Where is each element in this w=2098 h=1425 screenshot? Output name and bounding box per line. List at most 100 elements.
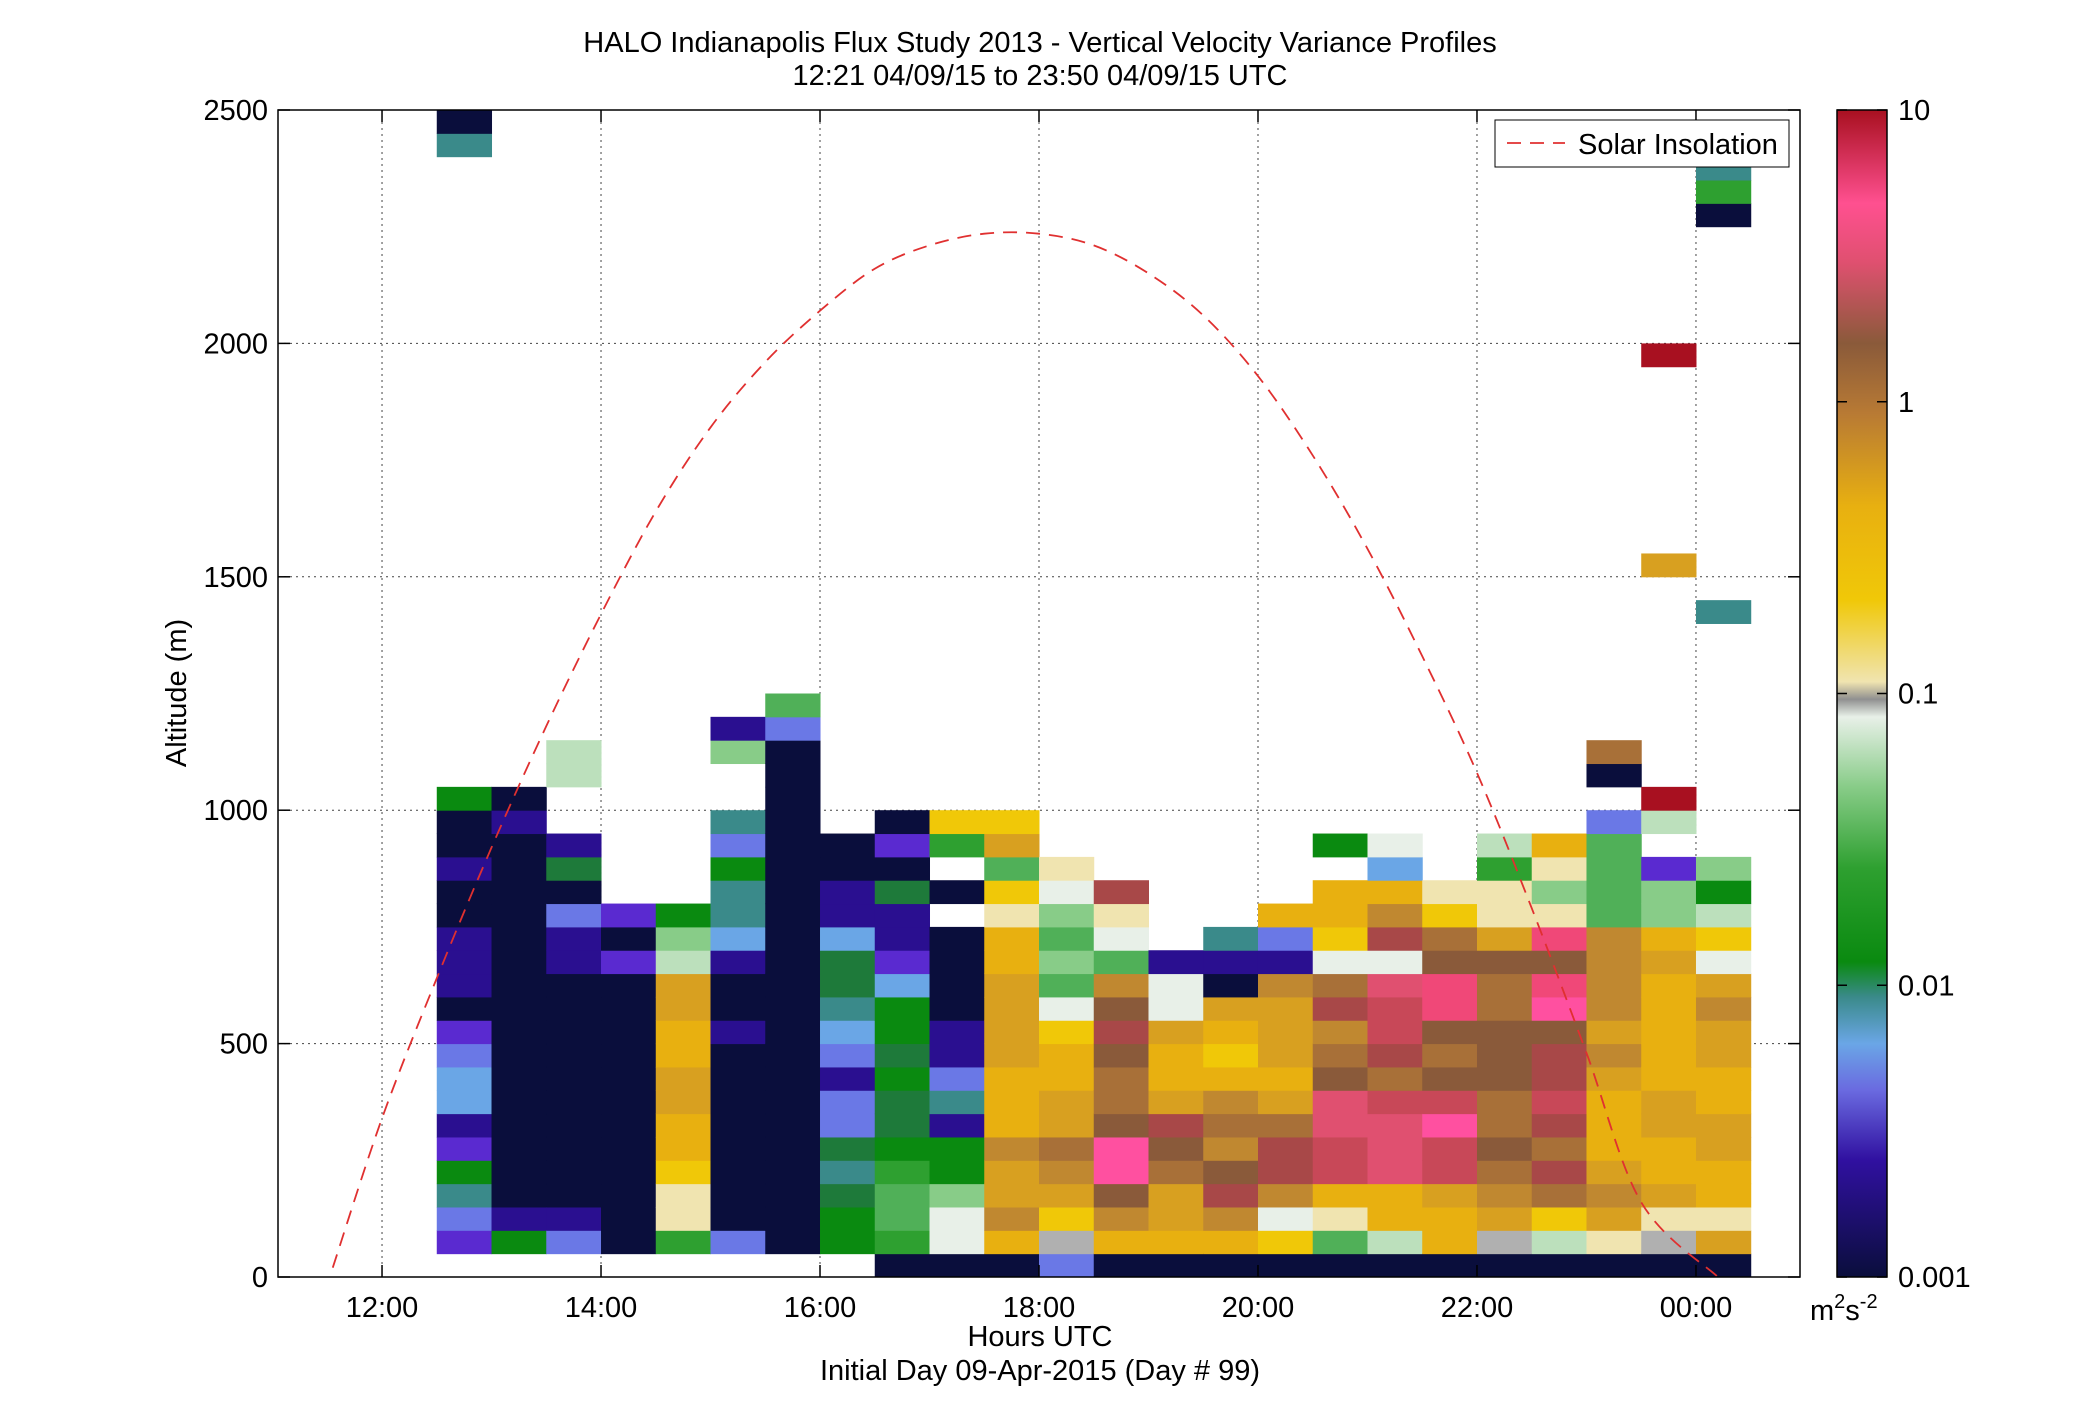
cell-21-15: [1586, 903, 1642, 928]
cell-10-7: [984, 1090, 1040, 1115]
cell-14-6: [1203, 1113, 1259, 1138]
cell-20-8: [1531, 1066, 1587, 1091]
cell-14-11: [1203, 996, 1259, 1021]
cell-16-3: [1312, 1183, 1368, 1208]
cell-15-0: [1257, 1253, 1314, 1277]
cell-6-6: [765, 1090, 821, 1115]
cell-8-3: [874, 1183, 931, 1208]
cell-6-15: [765, 880, 821, 905]
cell-19-12: [1476, 973, 1533, 998]
cell-5-18: [710, 810, 766, 835]
cell-19-9: [1476, 1043, 1533, 1068]
cell-22-15: [1641, 903, 1697, 928]
cell-23-15: [1695, 903, 1752, 928]
cell-23-3: [1695, 1183, 1752, 1208]
cell-17-10: [1367, 1020, 1423, 1045]
cell-10-0: [984, 1253, 1040, 1277]
cell-3-0: [601, 1230, 657, 1255]
cell-8-16: [874, 880, 931, 905]
cell-15-13: [1257, 950, 1314, 975]
cell-15-10: [1257, 1020, 1314, 1045]
cell-2-8: [546, 1043, 602, 1068]
cell-8-11: [874, 996, 931, 1021]
cell-9-6: [929, 1113, 985, 1138]
cell-21-14: [1586, 926, 1642, 951]
cell-21-3: [1586, 1183, 1642, 1208]
cell-2-9: [546, 1020, 602, 1045]
cell-9-3: [929, 1183, 985, 1208]
cell-1-7: [491, 1066, 547, 1091]
cell-17-1: [1367, 1230, 1423, 1255]
cell-14-3: [1203, 1183, 1259, 1208]
cell-18-12: [1422, 973, 1478, 998]
cell-7-5: [820, 1113, 876, 1138]
cell-12-7: [1093, 1090, 1149, 1115]
cell-12-6: [1093, 1113, 1149, 1138]
cell-5-11: [710, 973, 766, 998]
cell-4-10: [655, 996, 712, 1021]
cell-22-20: [1641, 786, 1697, 811]
cell-19-16: [1476, 880, 1533, 905]
x-tick-label-4: 20:00: [1222, 1292, 1295, 1324]
cell-20-15: [1531, 903, 1587, 928]
cell-14-12: [1203, 973, 1259, 998]
cell-23-1: [1695, 1230, 1752, 1255]
cell-23-7: [1695, 1090, 1752, 1115]
cell-19-11: [1476, 996, 1533, 1021]
cell-9-1: [929, 1230, 985, 1255]
cell-8-0: [874, 1253, 931, 1277]
cell-19-6: [1476, 1113, 1533, 1138]
cell-16-1: [1312, 1230, 1368, 1255]
cell-6-10: [765, 996, 821, 1021]
colorbar-units-exp1: 2: [1834, 1291, 1845, 1313]
cell-23-11: [1695, 996, 1752, 1021]
cell-19-14: [1476, 926, 1533, 951]
cell-0-8: [436, 1043, 493, 1068]
cell-3-4: [601, 1136, 657, 1161]
cell-19-3: [1476, 1183, 1533, 1208]
cell-22-11: [1641, 996, 1697, 1021]
cell-0-14: [436, 903, 493, 928]
cell-19-10: [1476, 1020, 1533, 1045]
cell-6-2: [765, 1183, 821, 1208]
cell-6-0: [765, 1230, 821, 1255]
cell-17-4: [1367, 1160, 1423, 1185]
cell-17-3: [1367, 1183, 1423, 1208]
cell-11-6: [1039, 1113, 1095, 1138]
cell-10-12: [984, 973, 1040, 998]
cell-5-16: [710, 856, 766, 881]
cell-10-14: [984, 926, 1040, 951]
cell-19-15: [1476, 903, 1533, 928]
cell-7-16: [820, 856, 876, 881]
cell-7-8: [820, 1043, 876, 1068]
cell-18-2: [1422, 1206, 1478, 1231]
chart-title: HALO Indianapolis Flux Study 2013 - Vert…: [583, 27, 1496, 59]
cell-11-14: [1039, 926, 1095, 951]
cell-17-16: [1367, 880, 1423, 905]
cell-1-17: [491, 833, 547, 858]
colorbar-tick-label-0: 10: [1898, 95, 1930, 127]
colorbar-tick-label-3: 0.01: [1898, 970, 1954, 1002]
cell-7-12: [820, 950, 876, 975]
cell-13-0: [1148, 1253, 1204, 1277]
cell-0-6: [436, 1090, 493, 1115]
cell-3-7: [601, 1066, 657, 1091]
cell-23-12: [1695, 973, 1752, 998]
cell-16-4: [1312, 1160, 1368, 1185]
cell-19-2: [1476, 1206, 1533, 1231]
cell-11-16: [1039, 880, 1095, 905]
cell-5-1: [710, 1206, 766, 1231]
cell-20-13: [1531, 950, 1587, 975]
cell-21-17: [1586, 856, 1642, 881]
cell-18-6: [1422, 1113, 1478, 1138]
cell-19-1: [1476, 1230, 1533, 1255]
cell-21-13: [1586, 950, 1642, 975]
cell-12-0: [1093, 1253, 1149, 1277]
cell-22-1: [1641, 1230, 1697, 1255]
cell-4-8: [655, 1043, 712, 1068]
cell-22-5: [1641, 1136, 1697, 1161]
cell-19-8: [1476, 1066, 1533, 1091]
x-tick-label-3: 18:00: [1003, 1292, 1076, 1324]
cell-4-13: [655, 926, 712, 951]
cell-22-8: [1641, 1066, 1697, 1091]
